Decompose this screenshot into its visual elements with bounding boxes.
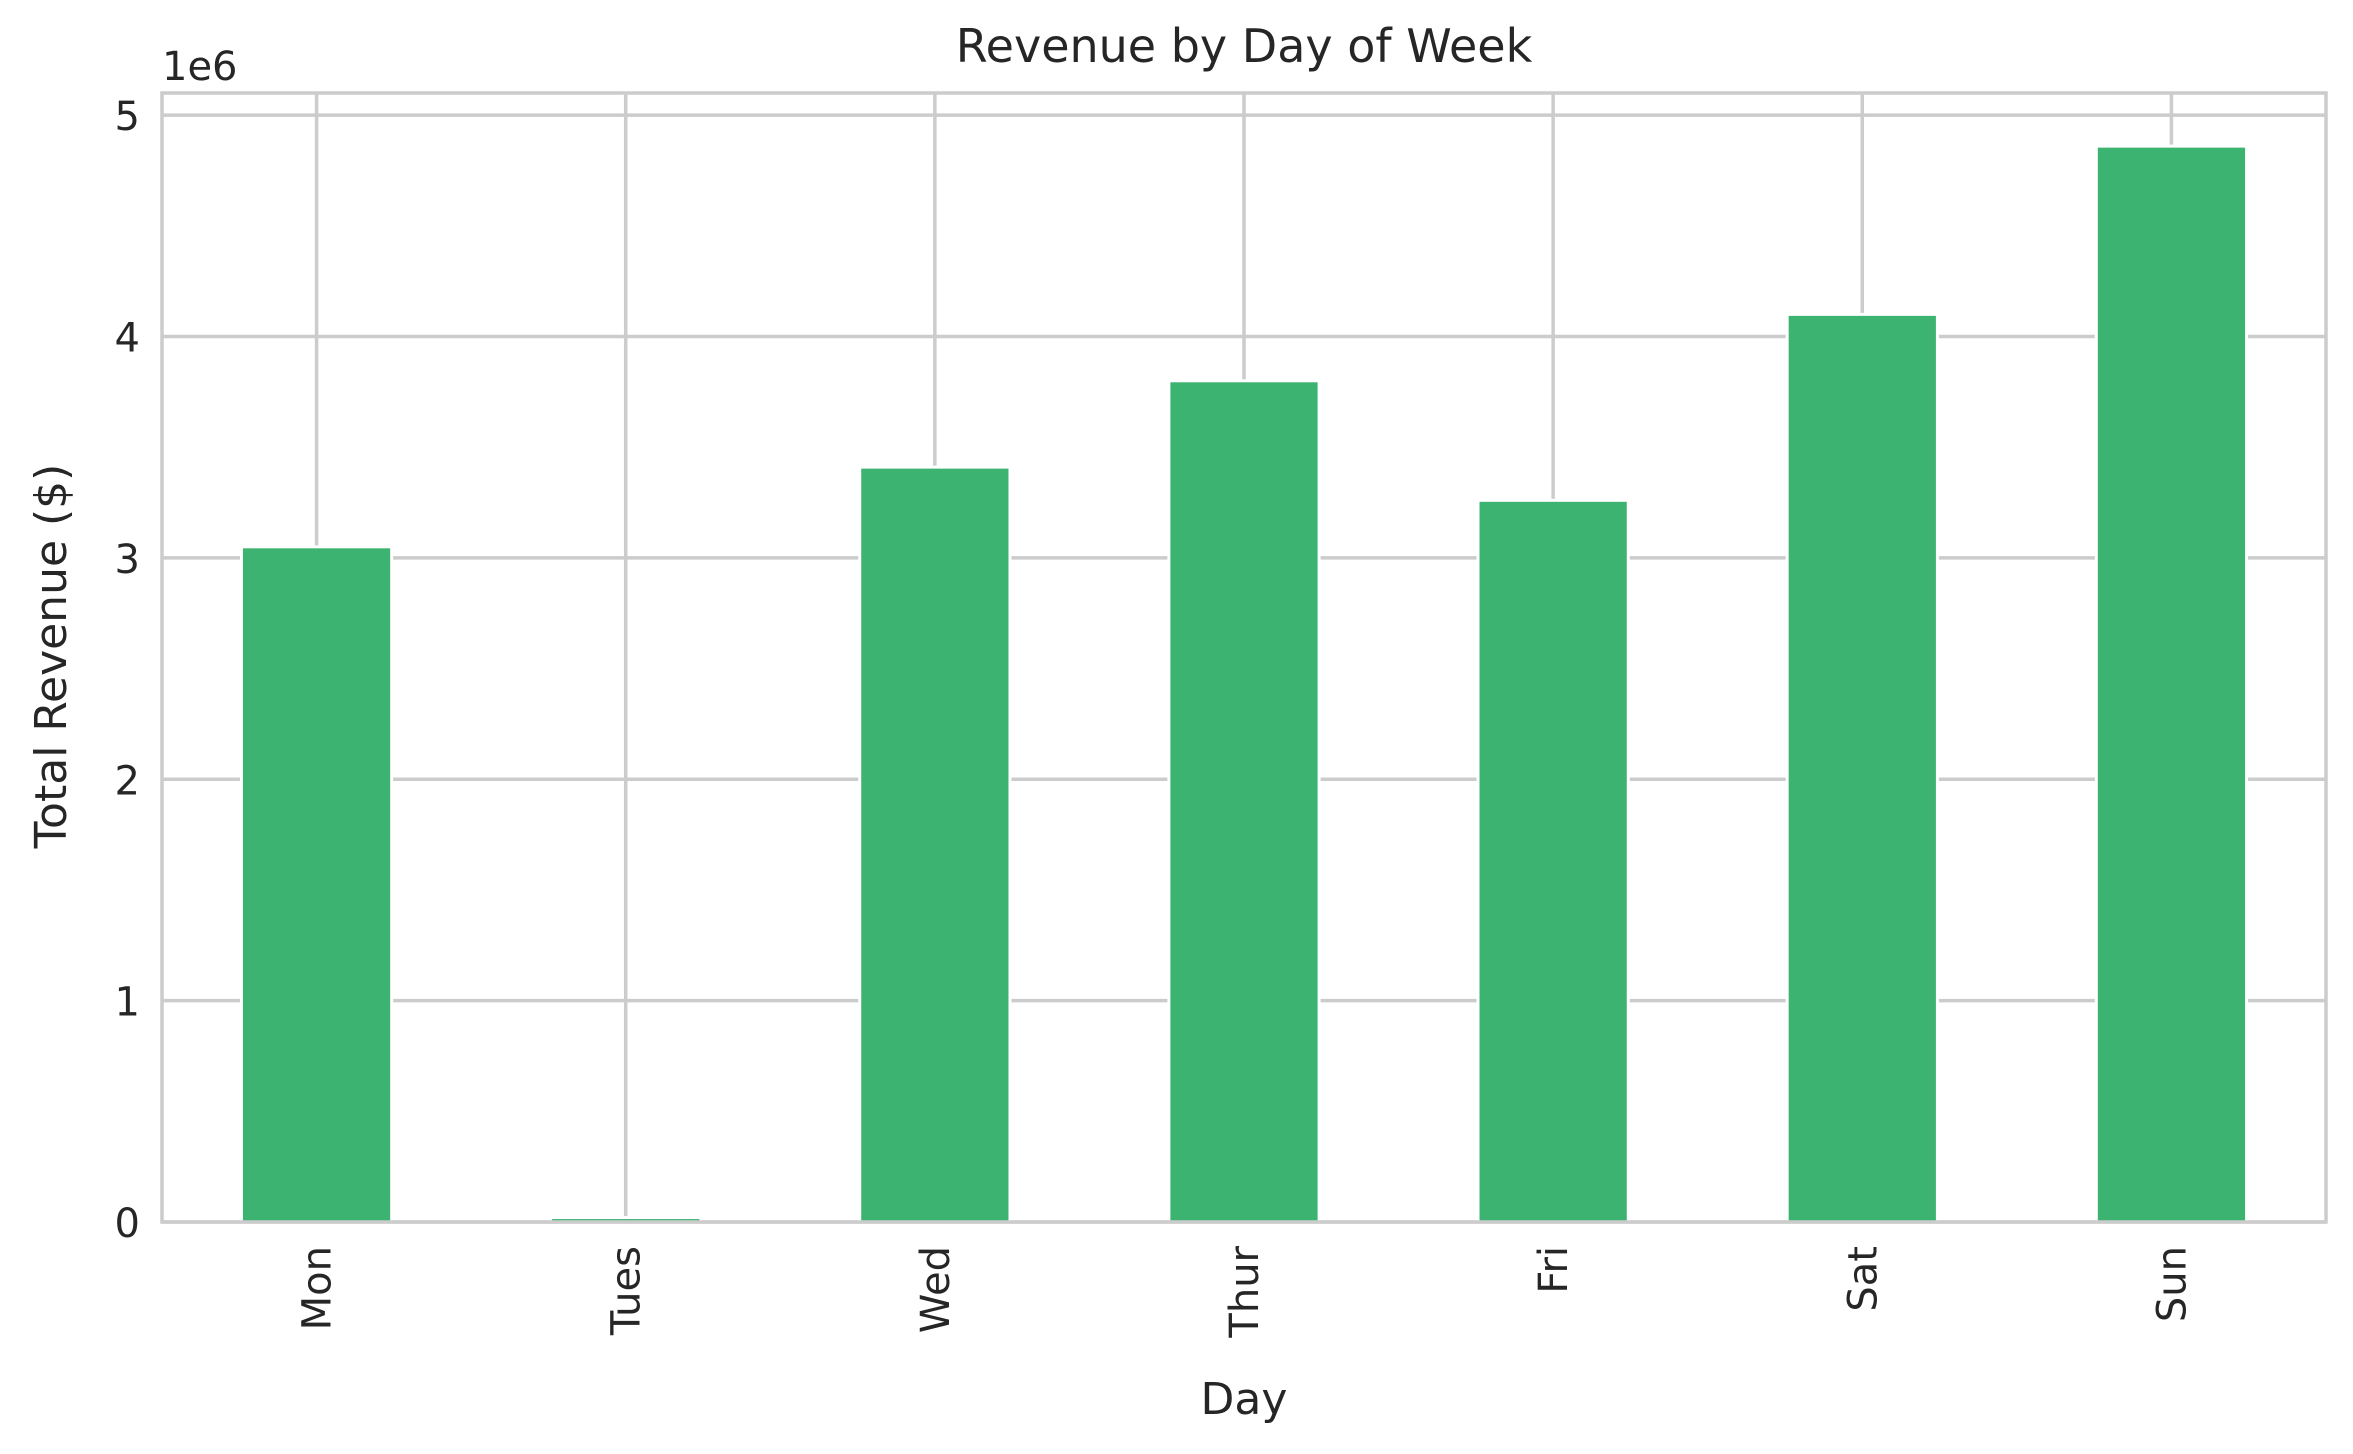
x-tick-label: Sat bbox=[1840, 1246, 1886, 1312]
bars bbox=[239, 144, 2249, 1224]
x-tick-label: Thur bbox=[1222, 1245, 1268, 1338]
x-tick-label: Wed bbox=[913, 1246, 959, 1333]
x-tick-labels: Mon Tues Wed Thur Fri Sat Sun bbox=[295, 1245, 2196, 1338]
y-tick-label: 3 bbox=[115, 537, 140, 583]
x-axis-label: Day bbox=[1201, 1374, 1288, 1425]
x-tick-label: Fri bbox=[1531, 1246, 1577, 1294]
y-tick-label: 4 bbox=[115, 316, 140, 362]
y-tick-label: 2 bbox=[115, 758, 140, 804]
y-offset-label: 1e6 bbox=[162, 44, 238, 90]
bar-thur bbox=[1167, 379, 1321, 1224]
y-tick-label: 1 bbox=[115, 980, 140, 1026]
y-tick-label: 5 bbox=[115, 94, 140, 140]
x-tick-label: Mon bbox=[295, 1246, 341, 1330]
y-axis-label: Total Revenue ($) bbox=[26, 464, 77, 850]
bar-sat bbox=[1785, 312, 1939, 1224]
bar-wed bbox=[858, 465, 1012, 1224]
y-tick-label: 0 bbox=[115, 1201, 140, 1247]
bar-sun bbox=[2094, 144, 2249, 1224]
bar-fri bbox=[1476, 498, 1630, 1224]
plot-frame bbox=[160, 91, 2328, 1224]
y-tick-labels: 0 1 2 3 4 5 bbox=[115, 94, 140, 1247]
chart-title: Revenue by Day of Week bbox=[956, 19, 1533, 73]
x-tick-label: Sun bbox=[2149, 1246, 2195, 1322]
x-tick-label: Tues bbox=[604, 1246, 650, 1336]
bar-mon bbox=[239, 545, 394, 1224]
